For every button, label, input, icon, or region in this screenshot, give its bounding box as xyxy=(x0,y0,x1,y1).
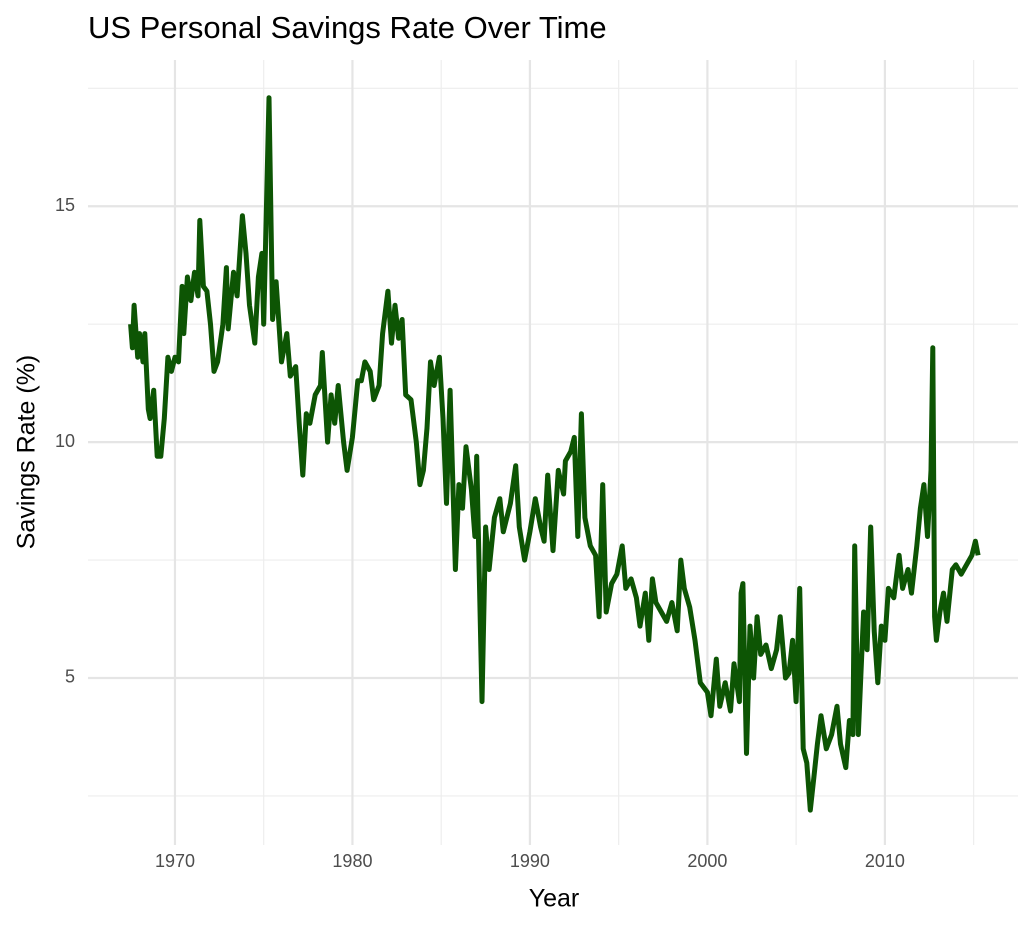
y-axis-label: Savings Rate (%) xyxy=(13,355,41,550)
x-tick-label: 2000 xyxy=(687,851,727,871)
y-tick-label: 10 xyxy=(55,431,75,451)
y-tick-label: 15 xyxy=(55,195,75,215)
x-tick-label: 1980 xyxy=(332,851,372,871)
x-axis-label: Year xyxy=(529,885,580,913)
y-tick-label: 5 xyxy=(65,667,75,687)
chart-title: US Personal Savings Rate Over Time xyxy=(88,10,607,45)
x-tick-label: 2010 xyxy=(865,851,905,871)
x-tick-label: 1990 xyxy=(510,851,550,871)
data-line xyxy=(128,95,981,813)
x-tick-label: 1970 xyxy=(155,851,195,871)
